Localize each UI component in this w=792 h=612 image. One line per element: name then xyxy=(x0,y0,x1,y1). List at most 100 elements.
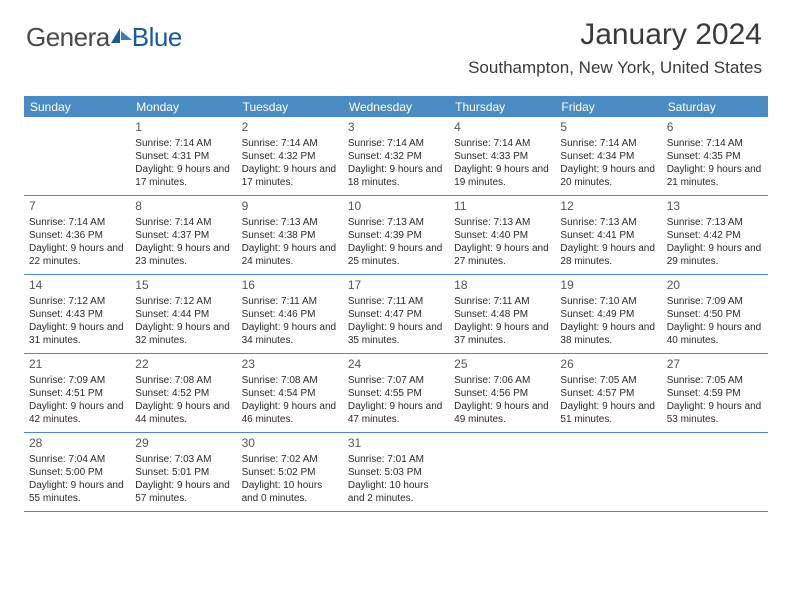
daylight-line: Daylight: 9 hours and 47 minutes. xyxy=(348,400,444,426)
day-number: 18 xyxy=(454,278,550,294)
sunrise-line: Sunrise: 7:06 AM xyxy=(454,374,550,387)
calendar-day: 28Sunrise: 7:04 AMSunset: 5:00 PMDayligh… xyxy=(24,433,130,511)
sunset-line: Sunset: 4:46 PM xyxy=(242,308,338,321)
daylight-line: Daylight: 9 hours and 21 minutes. xyxy=(667,163,763,189)
daylight-line: Daylight: 9 hours and 51 minutes. xyxy=(560,400,656,426)
calendar-day: 24Sunrise: 7:07 AMSunset: 4:55 PMDayligh… xyxy=(343,354,449,432)
day-number: 6 xyxy=(667,120,763,136)
sunset-line: Sunset: 4:49 PM xyxy=(560,308,656,321)
day-number: 17 xyxy=(348,278,444,294)
day-number: 28 xyxy=(29,436,125,452)
sunrise-line: Sunrise: 7:12 AM xyxy=(135,295,231,308)
sunset-line: Sunset: 4:50 PM xyxy=(667,308,763,321)
calendar-week: 14Sunrise: 7:12 AMSunset: 4:43 PMDayligh… xyxy=(24,275,768,354)
day-number: 22 xyxy=(135,357,231,373)
sunset-line: Sunset: 4:32 PM xyxy=(348,150,444,163)
sunrise-line: Sunrise: 7:04 AM xyxy=(29,453,125,466)
daylight-line: Daylight: 9 hours and 35 minutes. xyxy=(348,321,444,347)
calendar-day: 22Sunrise: 7:08 AMSunset: 4:52 PMDayligh… xyxy=(130,354,236,432)
calendar-day: 12Sunrise: 7:13 AMSunset: 4:41 PMDayligh… xyxy=(555,196,661,274)
sunrise-line: Sunrise: 7:14 AM xyxy=(135,137,231,150)
calendar-day: 4Sunrise: 7:14 AMSunset: 4:33 PMDaylight… xyxy=(449,117,555,195)
daylight-line: Daylight: 9 hours and 57 minutes. xyxy=(135,479,231,505)
calendar-day: 20Sunrise: 7:09 AMSunset: 4:50 PMDayligh… xyxy=(662,275,768,353)
sunset-line: Sunset: 4:54 PM xyxy=(242,387,338,400)
calendar-day: 6Sunrise: 7:14 AMSunset: 4:35 PMDaylight… xyxy=(662,117,768,195)
day-number: 9 xyxy=(242,199,338,215)
calendar-day: 1Sunrise: 7:14 AMSunset: 4:31 PMDaylight… xyxy=(130,117,236,195)
sunset-line: Sunset: 4:33 PM xyxy=(454,150,550,163)
sunrise-line: Sunrise: 7:13 AM xyxy=(560,216,656,229)
day-number: 30 xyxy=(242,436,338,452)
daylight-line: Daylight: 9 hours and 17 minutes. xyxy=(242,163,338,189)
daylight-line: Daylight: 9 hours and 23 minutes. xyxy=(135,242,231,268)
sunset-line: Sunset: 4:34 PM xyxy=(560,150,656,163)
logo-text-1: Genera xyxy=(26,22,110,53)
sunrise-line: Sunrise: 7:13 AM xyxy=(454,216,550,229)
daylight-line: Daylight: 9 hours and 27 minutes. xyxy=(454,242,550,268)
sunrise-line: Sunrise: 7:14 AM xyxy=(560,137,656,150)
sunrise-line: Sunrise: 7:13 AM xyxy=(348,216,444,229)
sunset-line: Sunset: 4:42 PM xyxy=(667,229,763,242)
sunrise-line: Sunrise: 7:14 AM xyxy=(29,216,125,229)
calendar-day: 25Sunrise: 7:06 AMSunset: 4:56 PMDayligh… xyxy=(449,354,555,432)
calendar-day: 9Sunrise: 7:13 AMSunset: 4:38 PMDaylight… xyxy=(237,196,343,274)
daylight-line: Daylight: 9 hours and 38 minutes. xyxy=(560,321,656,347)
calendar-header-cell: Friday xyxy=(555,100,661,114)
calendar-day xyxy=(662,433,768,511)
daylight-line: Daylight: 9 hours and 22 minutes. xyxy=(29,242,125,268)
day-number: 23 xyxy=(242,357,338,373)
sunrise-line: Sunrise: 7:14 AM xyxy=(135,216,231,229)
sunset-line: Sunset: 4:35 PM xyxy=(667,150,763,163)
calendar-day: 27Sunrise: 7:05 AMSunset: 4:59 PMDayligh… xyxy=(662,354,768,432)
sunrise-line: Sunrise: 7:01 AM xyxy=(348,453,444,466)
day-number: 27 xyxy=(667,357,763,373)
calendar-day: 7Sunrise: 7:14 AMSunset: 4:36 PMDaylight… xyxy=(24,196,130,274)
sunrise-line: Sunrise: 7:11 AM xyxy=(242,295,338,308)
day-number: 21 xyxy=(29,357,125,373)
logo-text-2: Blue xyxy=(132,22,182,53)
day-number: 15 xyxy=(135,278,231,294)
sunrise-line: Sunrise: 7:14 AM xyxy=(667,137,763,150)
day-number: 12 xyxy=(560,199,656,215)
calendar-week: 28Sunrise: 7:04 AMSunset: 5:00 PM Dayligh… xyxy=(24,433,768,512)
day-number: 14 xyxy=(29,278,125,294)
calendar-header-cell: Monday xyxy=(130,100,236,114)
sunrise-line: Sunrise: 7:13 AM xyxy=(242,216,338,229)
calendar-day: 15Sunrise: 7:12 AMSunset: 4:44 PMDayligh… xyxy=(130,275,236,353)
sunset-line: Sunset: 5:00 PM xyxy=(29,466,125,479)
sunrise-line: Sunrise: 7:14 AM xyxy=(454,137,550,150)
sunset-line: Sunset: 4:36 PM xyxy=(29,229,125,242)
daylight-line: Daylight: 9 hours and 18 minutes. xyxy=(348,163,444,189)
calendar-day: 10Sunrise: 7:13 AMSunset: 4:39 PMDayligh… xyxy=(343,196,449,274)
calendar-header-cell: Thursday xyxy=(449,100,555,114)
day-number: 2 xyxy=(242,120,338,136)
daylight-line: Daylight: 9 hours and 17 minutes. xyxy=(135,163,231,189)
sunset-line: Sunset: 4:55 PM xyxy=(348,387,444,400)
calendar-day: 17Sunrise: 7:11 AMSunset: 4:47 PMDayligh… xyxy=(343,275,449,353)
daylight-line: Daylight: 9 hours and 44 minutes. xyxy=(135,400,231,426)
daylight-line: Daylight: 9 hours and 24 minutes. xyxy=(242,242,338,268)
calendar-day xyxy=(24,117,130,195)
daylight-line: Daylight: 10 hours and 0 minutes. xyxy=(242,479,338,505)
calendar-header: SundayMondayTuesdayWednesdayThursdayFrid… xyxy=(24,96,768,117)
calendar-day: 2Sunrise: 7:14 AMSunset: 4:32 PMDaylight… xyxy=(237,117,343,195)
daylight-line: Daylight: 9 hours and 42 minutes. xyxy=(29,400,125,426)
calendar-day: 29Sunrise: 7:03 AMSunset: 5:01 PMDayligh… xyxy=(130,433,236,511)
day-number: 8 xyxy=(135,199,231,215)
sunset-line: Sunset: 4:31 PM xyxy=(135,150,231,163)
sunset-line: Sunset: 4:37 PM xyxy=(135,229,231,242)
daylight-line: Daylight: 9 hours and 20 minutes. xyxy=(560,163,656,189)
day-number: 16 xyxy=(242,278,338,294)
day-number: 10 xyxy=(348,199,444,215)
sunrise-line: Sunrise: 7:03 AM xyxy=(135,453,231,466)
day-number: 7 xyxy=(29,199,125,215)
sunset-line: Sunset: 5:02 PM xyxy=(242,466,338,479)
daylight-line: Daylight: 9 hours and 28 minutes. xyxy=(560,242,656,268)
day-number: 25 xyxy=(454,357,550,373)
day-number: 5 xyxy=(560,120,656,136)
calendar-day: 21Sunrise: 7:09 AMSunset: 4:51 PMDayligh… xyxy=(24,354,130,432)
daylight-line: Daylight: 9 hours and 25 minutes. xyxy=(348,242,444,268)
sunrise-line: Sunrise: 7:08 AM xyxy=(242,374,338,387)
sunset-line: Sunset: 4:47 PM xyxy=(348,308,444,321)
